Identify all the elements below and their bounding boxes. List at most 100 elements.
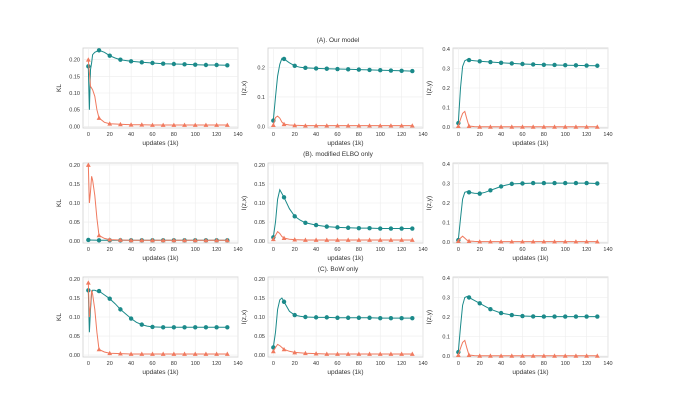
x-tick-label: 80 — [356, 132, 362, 138]
x-tick-label: 100 — [561, 132, 570, 138]
x-tick-label: 120 — [582, 132, 591, 138]
x-tick-label: 140 — [603, 132, 612, 138]
x-tick-label: 120 — [212, 132, 221, 138]
y-axis-label: I(z,x) — [241, 81, 248, 95]
y-tick-label: 0.00 — [69, 239, 80, 245]
data-point-teal — [161, 61, 165, 65]
data-point-teal — [367, 316, 371, 320]
x-axis-label: updates (1k) — [512, 255, 548, 262]
x-tick-label: 100 — [376, 247, 385, 253]
data-point-teal — [478, 191, 482, 195]
y-tick-label: 0.3 — [442, 295, 450, 301]
y-tick-label: 0.05 — [254, 334, 265, 340]
x-tick-label: 20 — [477, 361, 483, 367]
y-tick-label: 0.1 — [442, 106, 450, 112]
y-tick-label: 0.0 — [442, 354, 450, 360]
data-point-teal — [510, 313, 514, 317]
x-axis-label: updates (1k) — [512, 140, 548, 147]
x-tick-label: 140 — [233, 247, 242, 253]
data-point-teal — [467, 58, 471, 62]
data-point-teal — [520, 181, 524, 185]
x-tick-label: 80 — [541, 132, 547, 138]
data-point-teal — [182, 325, 186, 329]
y-tick-label: 0.0 — [442, 240, 450, 246]
y-tick-label: 0.00 — [69, 353, 80, 359]
data-point-teal — [574, 181, 578, 185]
y-tick-label: 0.1 — [442, 335, 450, 341]
data-point-teal — [357, 316, 361, 320]
x-tick-label: 100 — [191, 361, 200, 367]
data-point-teal — [595, 314, 599, 318]
x-tick-label: 20 — [107, 361, 113, 367]
x-tick-label: 60 — [334, 361, 340, 367]
x-tick-label: 40 — [313, 247, 319, 253]
data-point-teal — [303, 66, 307, 70]
y-axis-label: KL — [56, 199, 63, 207]
data-point-teal — [584, 181, 588, 185]
data-point-teal — [552, 63, 556, 67]
x-tick-label: 40 — [498, 247, 504, 253]
data-point-teal — [293, 64, 297, 68]
x-tick-label: 60 — [149, 361, 155, 367]
data-point-teal — [563, 181, 567, 185]
x-tick-label: 60 — [519, 132, 525, 138]
data-point-teal — [520, 314, 524, 318]
x-tick-label: 40 — [128, 247, 134, 253]
data-point-teal — [335, 67, 339, 71]
plot-frame — [83, 48, 238, 128]
y-tick-label: 0.1 — [442, 221, 450, 227]
data-point-teal — [584, 314, 588, 318]
x-tick-label: 0 — [457, 132, 460, 138]
x-tick-label: 20 — [107, 132, 113, 138]
y-tick-label: 0.20 — [69, 163, 80, 169]
x-tick-label: 140 — [233, 132, 242, 138]
y-tick-label: 0.00 — [254, 239, 265, 245]
x-tick-label: 140 — [603, 361, 612, 367]
data-point-teal — [108, 297, 112, 301]
data-point-teal — [150, 61, 154, 65]
x-tick-label: 0 — [87, 361, 90, 367]
data-point-teal — [357, 226, 361, 230]
x-tick-label: 40 — [498, 132, 504, 138]
data-point-teal — [542, 314, 546, 318]
y-tick-label: 0.0 — [257, 125, 265, 131]
x-tick-label: 60 — [519, 247, 525, 253]
x-tick-label: 20 — [292, 247, 298, 253]
x-tick-label: 0 — [457, 361, 460, 367]
data-point-teal — [193, 325, 197, 329]
y-axis-label: KL — [56, 313, 63, 321]
data-point-teal — [510, 61, 514, 65]
data-point-teal — [335, 316, 339, 320]
data-point-teal — [108, 53, 112, 57]
x-tick-label: 60 — [334, 132, 340, 138]
data-point-teal — [378, 68, 382, 72]
x-tick-label: 80 — [171, 132, 177, 138]
x-tick-label: 40 — [313, 361, 319, 367]
data-point-teal — [488, 307, 492, 311]
y-tick-label: 0.4 — [442, 47, 450, 53]
y-axis-label: I(z,x) — [241, 196, 248, 210]
x-tick-label: 20 — [477, 247, 483, 253]
data-point-teal — [467, 295, 471, 299]
data-point-teal — [303, 221, 307, 225]
x-tick-label: 120 — [212, 361, 221, 367]
data-point-teal — [282, 195, 286, 199]
section-title-a: (A). Our model — [317, 37, 360, 44]
data-point-teal — [389, 68, 393, 72]
x-tick-label: 120 — [582, 361, 591, 367]
y-axis-label: I(z,y) — [426, 196, 433, 210]
x-tick-label: 0 — [272, 361, 275, 367]
x-tick-label: 0 — [272, 247, 275, 253]
y-tick-label: 0.2 — [257, 65, 265, 71]
data-point-teal — [531, 62, 535, 66]
x-axis-label: updates (1k) — [142, 369, 178, 376]
data-point-teal — [520, 62, 524, 66]
y-tick-label: 0.20 — [254, 277, 265, 283]
data-point-teal — [325, 224, 329, 228]
data-point-teal — [118, 307, 122, 311]
y-axis-label: I(z,x) — [241, 310, 248, 324]
data-point-teal — [172, 325, 176, 329]
data-point-teal — [293, 214, 297, 218]
